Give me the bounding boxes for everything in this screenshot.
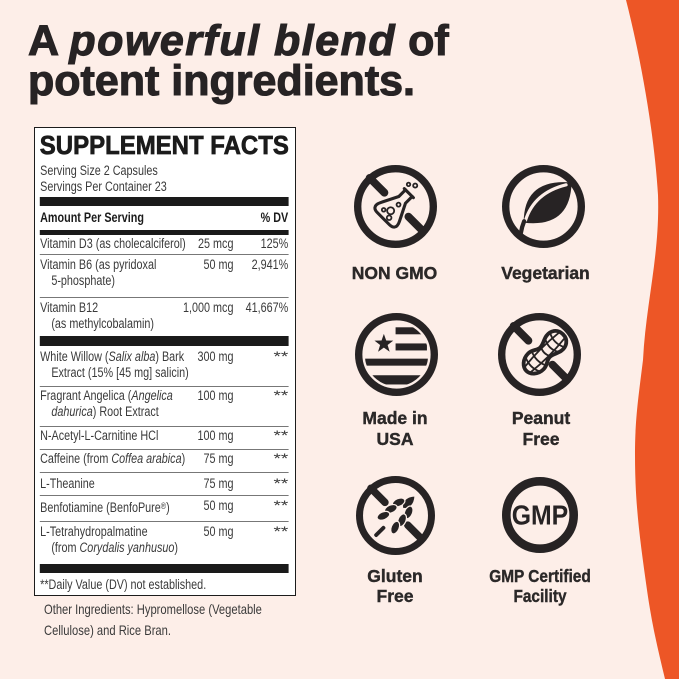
- svg-text:GMP: GMP: [512, 498, 568, 530]
